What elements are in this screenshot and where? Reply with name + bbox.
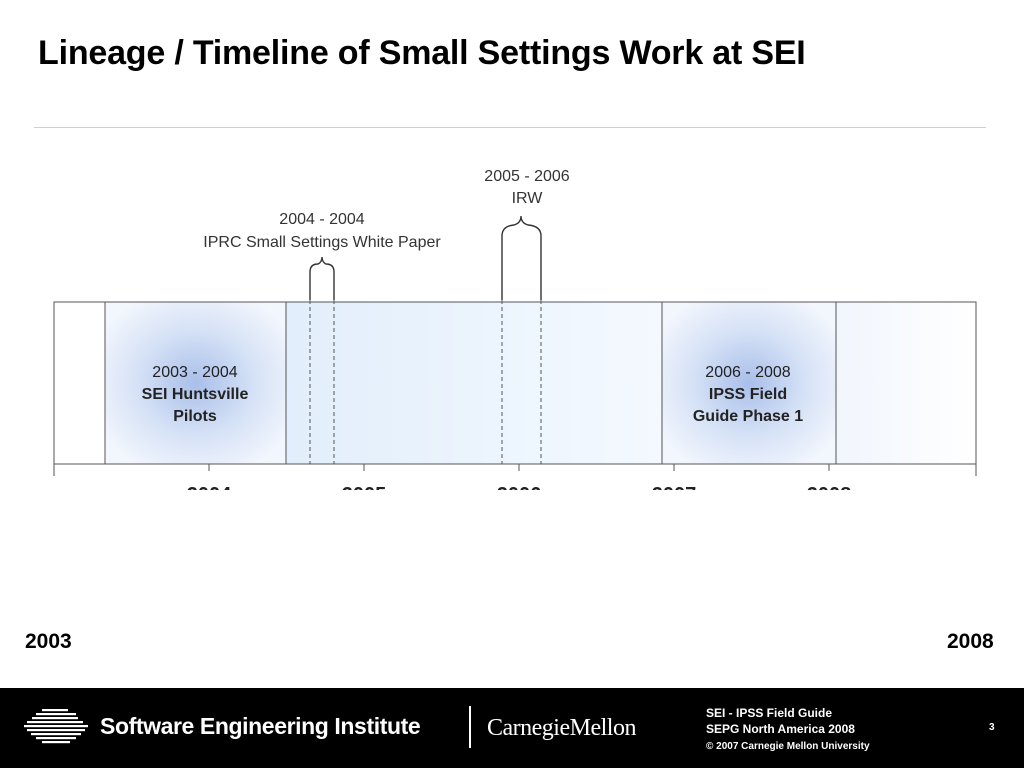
period-name: Pilots (173, 408, 217, 425)
year-tick-label: 2007 (652, 484, 697, 490)
sei-wordmark: Software Engineering Institute (100, 713, 421, 739)
timeline-diagram: 2004 - 2004 IPRC Small Settings White Pa… (53, 168, 977, 490)
period-dates: 2003 - 2004 (152, 364, 238, 381)
callout-label: IRW (512, 190, 544, 207)
footer-bar: Software Engineering Institute CarnegieM… (0, 688, 1024, 768)
sei-logo-icon (24, 709, 88, 744)
year-tick-label: 2008 (807, 484, 852, 490)
title-divider (34, 127, 986, 128)
period-name: IPSS Field (709, 386, 787, 403)
period-dates: 2006 - 2008 (705, 364, 791, 381)
callout-label: IPRC Small Settings White Paper (203, 234, 441, 251)
footer-info-line1: SEI - IPSS Field Guide (706, 706, 833, 720)
range-end-label: 2008 (947, 630, 994, 653)
footer-info-line2: SEPG North America 2008 (706, 722, 855, 736)
year-tick-label: 2004 (187, 484, 232, 490)
year-tick-label: 2006 (497, 484, 542, 490)
cmu-wordmark: CarnegieMellon (487, 715, 636, 741)
period-name: SEI Huntsville (142, 386, 249, 403)
callout-dates: 2005 - 2006 (484, 168, 570, 185)
callout-brace (309, 256, 335, 300)
slide-title: Lineage / Timeline of Small Settings Wor… (38, 34, 806, 72)
band-segment-middle (286, 302, 662, 464)
period-name: Guide Phase 1 (693, 408, 803, 425)
page-number: 3 (989, 722, 995, 733)
callout-dates: 2004 - 2004 (279, 211, 365, 228)
band-segment-end (836, 302, 976, 464)
footer-copyright: © 2007 Carnegie Mellon University (706, 741, 870, 752)
period-box-2 (662, 302, 836, 464)
range-start-label: 2003 (25, 630, 72, 653)
year-tick-label: 2005 (342, 484, 387, 490)
logo-divider (469, 706, 471, 748)
callout-brace (501, 215, 542, 300)
band-segment-start (54, 302, 105, 464)
period-box-1 (105, 302, 286, 464)
footer-info: SEI - IPSS Field Guide SEPG North Americ… (706, 705, 870, 755)
